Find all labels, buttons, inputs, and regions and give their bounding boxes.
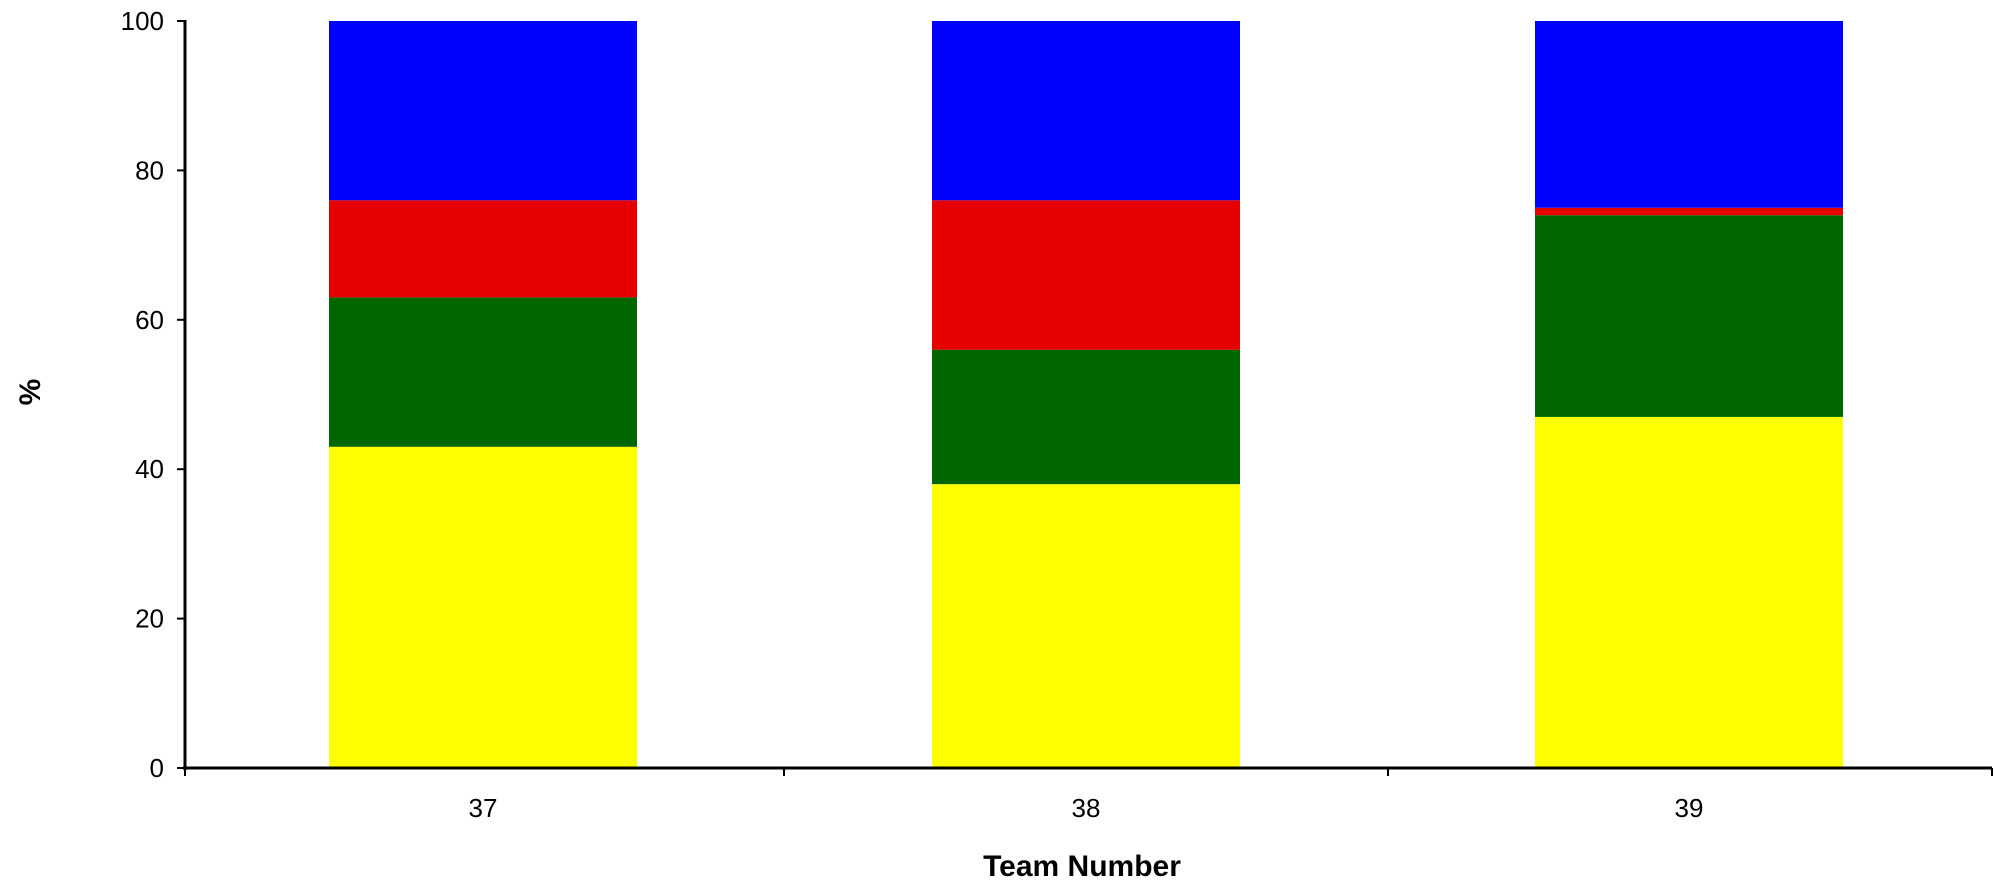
bar-segment-38-0 bbox=[932, 484, 1240, 768]
y-axis-title: % bbox=[14, 379, 47, 406]
bar-segment-39-1 bbox=[1535, 215, 1843, 417]
bar-segment-37-1 bbox=[329, 297, 637, 447]
bars-group bbox=[329, 21, 1843, 768]
bar-segment-39-3 bbox=[1535, 21, 1843, 208]
y-tick-label: 60 bbox=[135, 305, 164, 335]
x-tick-label: 39 bbox=[1675, 793, 1704, 823]
y-tick-label: 100 bbox=[121, 6, 164, 36]
x-tick-label: 38 bbox=[1072, 793, 1101, 823]
bar-segment-37-2 bbox=[329, 200, 637, 298]
bar-segment-38-2 bbox=[932, 200, 1240, 350]
x-axis-ticks: 37 38 39 bbox=[184, 768, 1993, 823]
y-tick-label: 40 bbox=[135, 454, 164, 484]
bar-segment-39-0 bbox=[1535, 416, 1843, 768]
y-tick-label: 80 bbox=[135, 155, 164, 185]
y-tick-label: 0 bbox=[150, 753, 164, 783]
y-tick-label: 20 bbox=[135, 604, 164, 634]
bar-segment-37-0 bbox=[329, 446, 637, 768]
y-axis-ticks: 0 20 40 60 80 100 bbox=[121, 6, 185, 783]
x-tick-label: 37 bbox=[469, 793, 498, 823]
bar-segment-39-2 bbox=[1535, 207, 1843, 216]
bar-segment-37-3 bbox=[329, 21, 637, 201]
bar-segment-38-3 bbox=[932, 21, 1240, 201]
x-axis-title: Team Number bbox=[983, 850, 1181, 882]
bar-segment-38-1 bbox=[932, 349, 1240, 485]
